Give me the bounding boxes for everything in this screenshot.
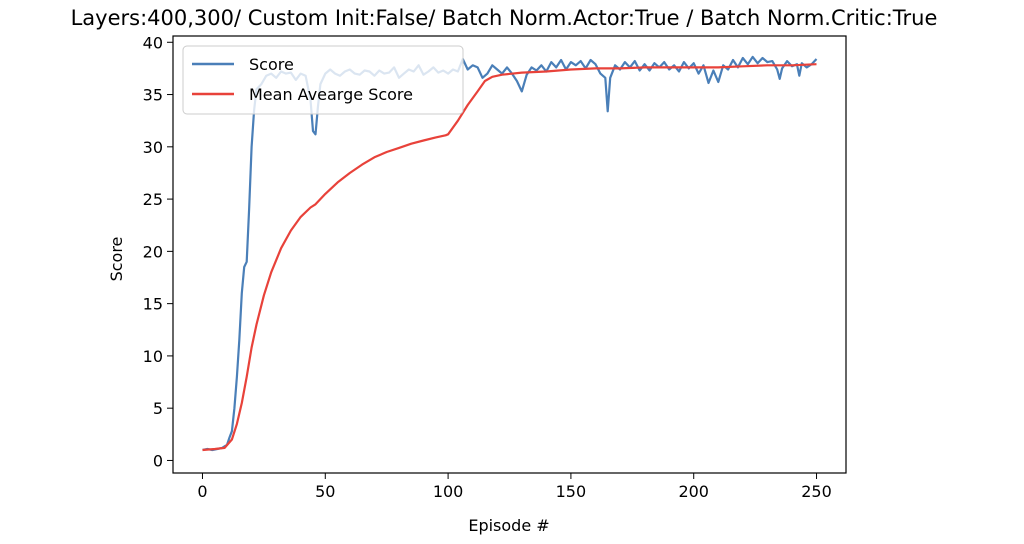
plot-layer	[202, 55, 818, 452]
x-axis-label: Episode #	[468, 516, 549, 535]
y-tick-label: 30	[143, 138, 163, 157]
legend-frame	[182, 45, 464, 115]
y-tick-label: 20	[143, 242, 163, 261]
y-tick-label: 40	[143, 33, 163, 52]
y-tick-label: 5	[153, 399, 163, 418]
chart-title: Layers:400,300/ Custom Init:False/ Batch…	[71, 6, 938, 30]
x-tick-label: 100	[433, 482, 464, 501]
series-line-mean-avearge-score	[202, 63, 817, 452]
plot-frame	[172, 35, 847, 474]
x-tick-label: 50	[315, 482, 335, 501]
series-line-score	[202, 55, 818, 452]
y-tick-label: 35	[143, 86, 163, 105]
y-tick-label: 0	[153, 451, 163, 470]
x-tick-label: 200	[678, 482, 709, 501]
legend: Score Mean Avearge Score	[182, 45, 464, 115]
y-tick-label: 10	[143, 347, 163, 366]
legend-label-score: Score	[249, 55, 294, 74]
y-tick-label: 15	[143, 295, 163, 314]
x-tick-label: 0	[197, 482, 207, 501]
y-axis-label: Score	[107, 237, 126, 282]
y-tick-label: 25	[143, 190, 163, 209]
ticks-layer: 0 50 100 150 200 250 0 5 10 15 20 25 30 35 40	[143, 33, 832, 501]
x-tick-label: 150	[556, 482, 587, 501]
x-tick-label: 250	[801, 482, 832, 501]
legend-label-mean-average-score: Mean Avearge Score	[249, 85, 413, 104]
